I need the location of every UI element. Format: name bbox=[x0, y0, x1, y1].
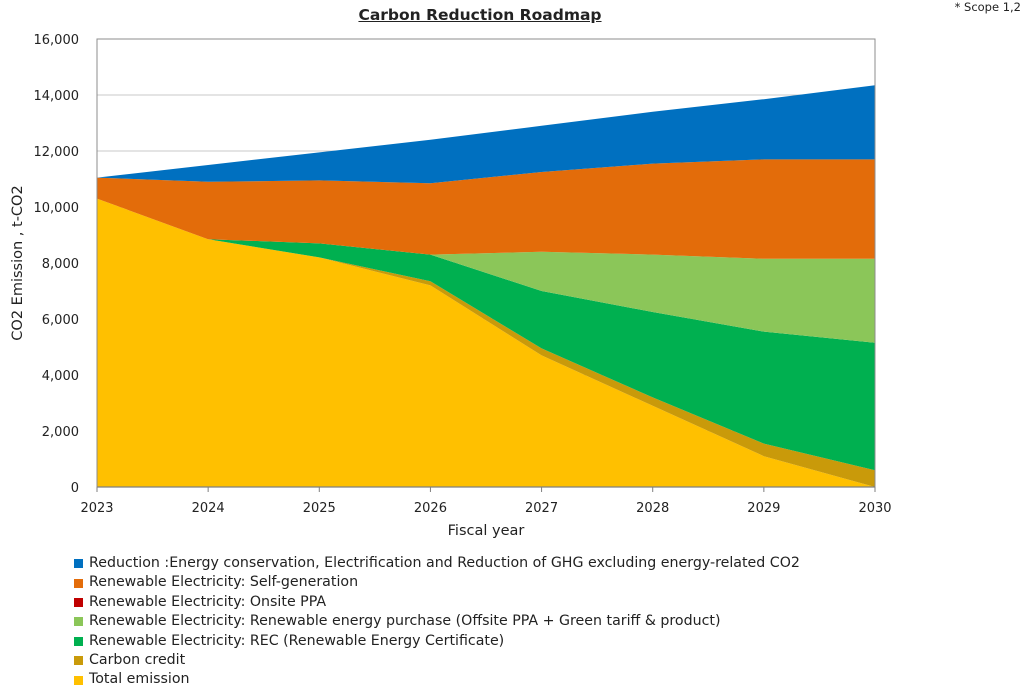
legend-item: Total emission bbox=[74, 670, 800, 689]
legend-swatch bbox=[74, 675, 83, 685]
x-axis-title: Fiscal year bbox=[448, 523, 525, 539]
area-renewable-electricity-rec-renewable-ener bbox=[97, 198, 875, 471]
legend-item: Reduction :Energy conservation, Electrif… bbox=[74, 554, 800, 573]
y-tick-label: 14,000 bbox=[34, 89, 80, 104]
x-tick-label: 2024 bbox=[192, 501, 225, 516]
x-tick-label: 2027 bbox=[525, 501, 558, 516]
legend-swatch bbox=[74, 636, 83, 646]
legend-item: Renewable Electricity: Onsite PPA bbox=[74, 593, 800, 612]
area-renewable-electricity-self-generation bbox=[97, 159, 875, 259]
y-tick-label: 4,000 bbox=[42, 369, 79, 384]
x-tick-label: 2025 bbox=[303, 501, 336, 516]
y-tick-label: 2,000 bbox=[42, 425, 79, 440]
legend-swatch bbox=[74, 617, 83, 627]
legend-item: Renewable Electricity: Renewable energy … bbox=[74, 612, 800, 631]
legend-label: Renewable Electricity: REC (Renewable En… bbox=[89, 632, 505, 649]
x-tick-label: 2023 bbox=[80, 501, 113, 516]
legend-swatch bbox=[74, 598, 83, 608]
legend-swatch bbox=[74, 559, 83, 569]
area-carbon-credit bbox=[97, 198, 875, 487]
scope-note: * Scope 1,2 bbox=[954, 0, 1021, 14]
legend-swatch bbox=[74, 656, 83, 666]
area-total-emission bbox=[97, 198, 875, 487]
area-reduction-energy-conservation-electrific bbox=[97, 85, 875, 184]
legend-label: Renewable Electricity: Onsite PPA bbox=[89, 593, 327, 610]
legend-swatch bbox=[74, 578, 83, 588]
legend-item: Renewable Electricity: Self-generation bbox=[74, 573, 800, 592]
y-tick-label: 8,000 bbox=[42, 257, 79, 272]
y-tick-label: 6,000 bbox=[42, 313, 79, 328]
x-tick-label: 2026 bbox=[414, 501, 447, 516]
legend-label: Renewable Electricity: Self-generation bbox=[89, 574, 359, 591]
legend-label: Renewable Electricity: Renewable energy … bbox=[89, 613, 721, 630]
y-tick-label: 0 bbox=[71, 481, 79, 496]
y-tick-label: 12,000 bbox=[34, 145, 80, 160]
chart-legend: Reduction :Energy conservation, Electrif… bbox=[74, 554, 800, 690]
legend-label: Total emission bbox=[89, 671, 190, 688]
legend-label: Carbon credit bbox=[89, 652, 186, 669]
area-renewable-electricity-renewable-energy-p bbox=[97, 198, 875, 343]
y-tick-label: 10,000 bbox=[34, 201, 80, 216]
legend-item: Carbon credit bbox=[74, 651, 800, 670]
legend-item: Renewable Electricity: REC (Renewable En… bbox=[74, 632, 800, 651]
x-tick-label: 2028 bbox=[636, 501, 669, 516]
area-chart: 2023 2024 2025 2026 2027 2028 2029 2030 0 2,000 4,… bbox=[10, 33, 892, 539]
legend-label: Reduction :Energy conservation, Electrif… bbox=[89, 555, 800, 571]
chart-title: Carbon Reduction Roadmap bbox=[358, 6, 602, 24]
x-tick-label: 2029 bbox=[747, 501, 780, 516]
x-tick-label: 2030 bbox=[858, 501, 891, 516]
y-axis-title: CO2 Emission , t-CO2 bbox=[10, 185, 26, 340]
y-tick-label: 16,000 bbox=[34, 33, 80, 48]
